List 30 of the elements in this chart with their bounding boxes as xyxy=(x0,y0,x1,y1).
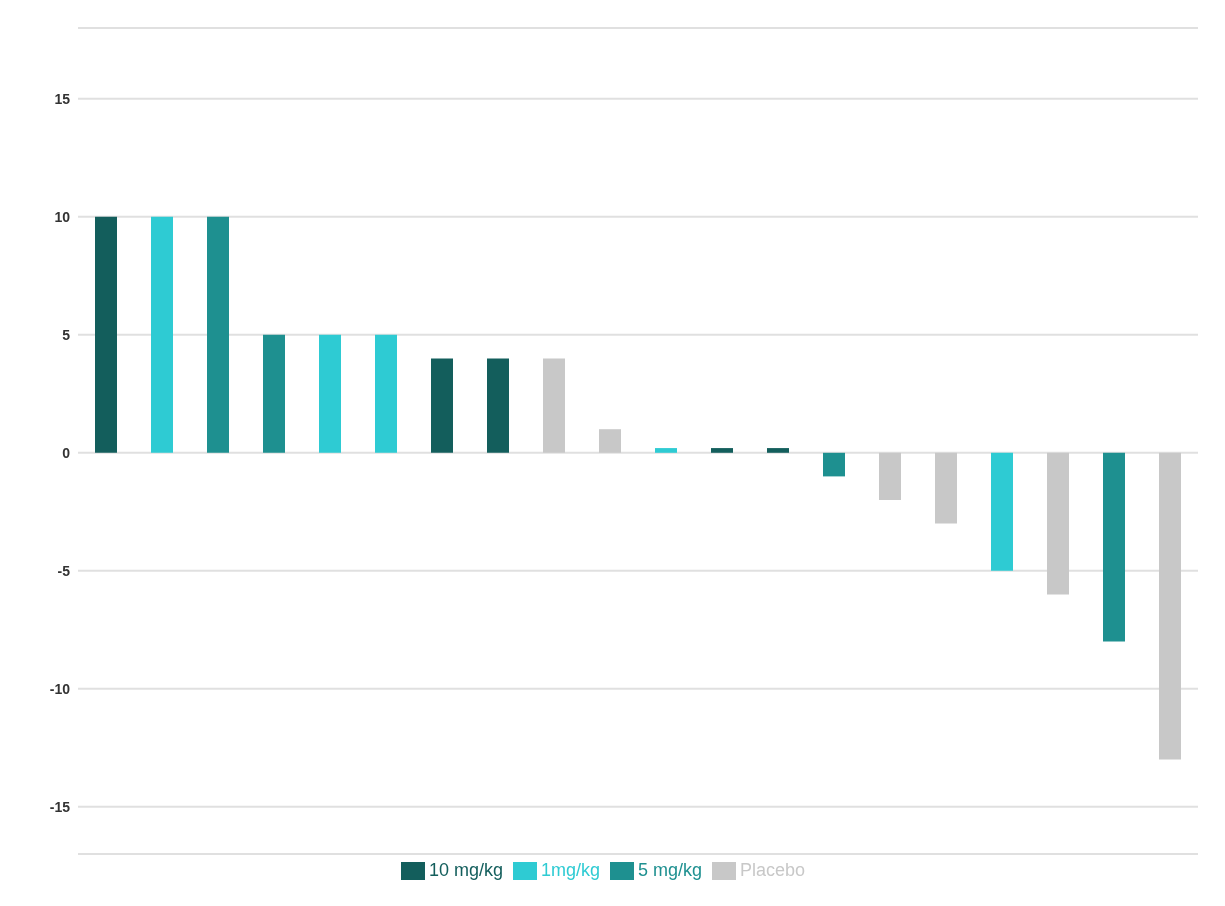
bar xyxy=(207,216,229,453)
y-tick-label: 5 xyxy=(62,326,71,343)
y-tick-label: 10 xyxy=(54,208,71,225)
bar xyxy=(263,334,285,453)
bar xyxy=(431,358,453,453)
y-tick-label: 15 xyxy=(54,90,71,107)
bar xyxy=(711,448,733,453)
y-tick-label: -10 xyxy=(49,680,71,697)
bar xyxy=(1047,452,1069,595)
bar xyxy=(375,334,397,453)
bar xyxy=(935,452,957,524)
bar xyxy=(599,429,621,453)
bar xyxy=(1103,452,1125,642)
bar xyxy=(151,216,173,453)
bar xyxy=(655,448,677,453)
y-tick-label: -15 xyxy=(49,798,71,815)
y-tick-label: -5 xyxy=(57,562,71,579)
bar xyxy=(487,358,509,453)
bar xyxy=(991,452,1013,571)
bar xyxy=(1159,452,1181,760)
bar xyxy=(319,334,341,453)
bar xyxy=(823,452,845,477)
legend-label: 5 mg/kg xyxy=(637,859,703,880)
bar xyxy=(95,216,117,453)
legend-label: 1mg/kg xyxy=(540,859,600,880)
legend-label: 10 mg/kg xyxy=(428,859,503,880)
y-tick-label: 0 xyxy=(62,444,71,461)
bar xyxy=(767,448,789,453)
bar xyxy=(543,358,565,453)
bar xyxy=(879,452,901,500)
